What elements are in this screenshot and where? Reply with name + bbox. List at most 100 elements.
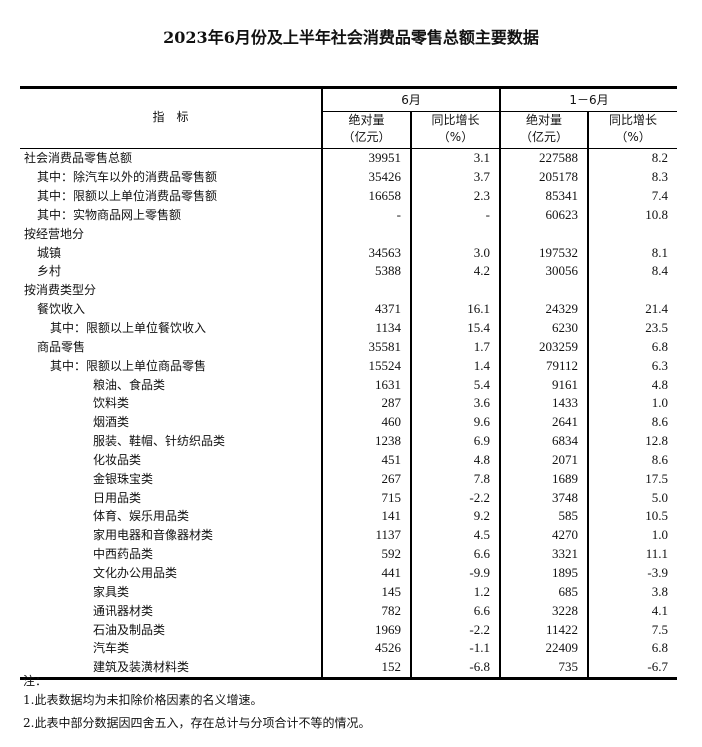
ytd-absolute: 22409: [499, 638, 589, 658]
header-label: 同比增长: [431, 113, 480, 127]
ytd-absolute: 1433: [499, 393, 589, 413]
table-row: 金银珠宝类 267 7.8 1689 17.5: [20, 469, 678, 489]
ytd-absolute: 735: [499, 657, 589, 680]
table-row: 烟酒类 460 9.6 2641 8.6: [20, 412, 678, 432]
header-ytd-growth: 同比增长 （%）: [587, 111, 678, 149]
ytd-growth: 8.6: [587, 450, 678, 470]
table-row: 餐饮收入 4371 16.1 24329 21.4: [20, 299, 678, 319]
june-absolute: 15524: [321, 356, 411, 376]
june-growth: 16.1: [409, 299, 501, 319]
header-label: 绝对量: [526, 113, 563, 127]
row-label: 金银珠宝类: [93, 471, 154, 486]
table-row: 体育、娱乐用品类 141 9.2 585 10.5: [20, 507, 678, 526]
ytd-growth: 7.5: [587, 620, 678, 639]
row-label: 饮料类: [93, 396, 130, 411]
june-absolute: 4371: [321, 299, 411, 319]
header-group-jan-jun: 1－6月: [499, 86, 678, 112]
note-2: 2.此表中部分数据因四舍五入，存在总计与分项合计不等的情况。: [23, 716, 371, 730]
june-growth: 3.6: [409, 393, 501, 413]
row-label: 烟酒类: [93, 415, 130, 430]
row-label: 商品零售: [37, 339, 86, 354]
june-growth: 4.8: [409, 450, 501, 470]
ytd-growth: 8.4: [587, 262, 678, 281]
ytd-absolute: 227588: [499, 148, 589, 168]
ytd-growth: 8.6: [587, 412, 678, 432]
june-growth: 7.8: [409, 469, 501, 489]
table-row: 日用品类 715 -2.2 3748 5.0: [20, 488, 678, 508]
ytd-growth: 6.3: [587, 356, 678, 376]
june-absolute: 1134: [321, 318, 411, 338]
row-label: 社会消费品零售总额: [24, 151, 133, 166]
ytd-absolute: 197532: [499, 243, 589, 263]
ytd-growth: 7.4: [587, 186, 678, 206]
june-growth: 2.3: [409, 186, 501, 206]
ytd-absolute: 3748: [499, 488, 589, 508]
row-label: 乡村: [37, 264, 62, 279]
row-label: 其中：限额以上单位商品零售: [50, 358, 207, 373]
june-growth: -6.8: [409, 657, 501, 680]
june-growth: 5.4: [409, 375, 501, 394]
ytd-growth: 3.8: [587, 582, 678, 602]
table-row: 城镇 34563 3.0 197532 8.1: [20, 243, 678, 263]
ytd-growth: 6.8: [587, 638, 678, 658]
june-absolute: 35581: [321, 337, 411, 357]
june-absolute: 715: [321, 488, 411, 508]
notes-heading: 注：: [23, 674, 48, 688]
ytd-growth: 8.1: [587, 243, 678, 263]
ytd-absolute: [499, 280, 589, 300]
june-growth: 3.7: [409, 167, 501, 187]
row-label: 其中：实物商品网上零售额: [37, 207, 182, 222]
ytd-growth: 1.0: [587, 525, 678, 545]
june-absolute: 782: [321, 601, 411, 621]
june-absolute: 460: [321, 412, 411, 432]
ytd-absolute: 4270: [499, 525, 589, 545]
june-growth: 3.1: [409, 148, 501, 168]
header-month-growth: 同比增长 （%）: [409, 111, 501, 149]
june-growth: 4.2: [409, 262, 501, 281]
table-row: 粮油、食品类 1631 5.4 9161 4.8: [20, 375, 678, 394]
header-unit: （%）: [437, 130, 474, 144]
june-absolute: 145: [321, 582, 411, 602]
june-growth: -9.9: [409, 563, 501, 583]
row-label: 通讯器材类: [93, 603, 154, 618]
june-growth: 1.4: [409, 356, 501, 376]
june-growth: 9.2: [409, 507, 501, 526]
june-absolute: 16658: [321, 186, 411, 206]
table-row: 建筑及装潢材料类 152 -6.8 735 -6.7: [20, 657, 678, 680]
table-row: 服装、鞋帽、针纺织品类 1238 6.9 6834 12.8: [20, 431, 678, 451]
june-growth: [409, 224, 501, 244]
ytd-growth: 17.5: [587, 469, 678, 489]
ytd-absolute: 3321: [499, 544, 589, 564]
row-label: 其中：限额以上单位餐饮收入: [50, 321, 207, 336]
table-body: 社会消费品零售总额 39951 3.1 227588 8.2 其中：除汽车以外的消费品零售…: [20, 148, 678, 680]
june-absolute: 287: [321, 393, 411, 413]
table-row: 按经营地分: [20, 224, 678, 244]
june-growth: 1.7: [409, 337, 501, 357]
header-unit: （%）: [615, 130, 651, 144]
ytd-absolute: 30056: [499, 262, 589, 281]
header-unit: （亿元）: [342, 130, 391, 144]
table-row: 其中：限额以上单位商品零售 15524 1.4 79112 6.3: [20, 356, 678, 376]
june-growth: 3.0: [409, 243, 501, 263]
row-label: 其中：限额以上单位消费品零售额: [37, 189, 218, 204]
note-1: 1.此表数据均为未扣除价格因素的名义增速。: [23, 693, 263, 707]
ytd-absolute: 3228: [499, 601, 589, 621]
table-row: 其中：除汽车以外的消费品零售额 35426 3.7 205178 8.3: [20, 167, 678, 187]
row-label: 石油及制品类: [93, 622, 166, 637]
header-label: 同比增长: [609, 113, 658, 127]
table-row: 汽车类 4526 -1.1 22409 6.8: [20, 638, 678, 658]
table-row: 家用电器和音像器材类 1137 4.5 4270 1.0: [20, 525, 678, 545]
row-label: 建筑及装潢材料类: [20, 657, 322, 680]
june-absolute: 1137: [321, 525, 411, 545]
table-row: 通讯器材类 782 6.6 3228 4.1: [20, 601, 678, 621]
june-absolute: 592: [321, 544, 411, 564]
retail-sales-table: 指 标 6月 1－6月 绝对量 （亿元） 同比增长 （%） 绝对量 （亿元） 同比增长…: [20, 86, 678, 680]
ytd-growth: 8.2: [587, 148, 678, 168]
page-title: 2023年6月份及上半年社会消费品零售总额主要数据: [163, 28, 539, 47]
june-growth: 6.6: [409, 544, 501, 564]
ytd-growth: 8.3: [587, 167, 678, 187]
row-label: 其中：除汽车以外的消费品零售额: [37, 170, 218, 185]
june-absolute: -: [321, 205, 411, 225]
june-growth: [409, 280, 501, 300]
header-indicator: 指 标: [20, 86, 322, 149]
